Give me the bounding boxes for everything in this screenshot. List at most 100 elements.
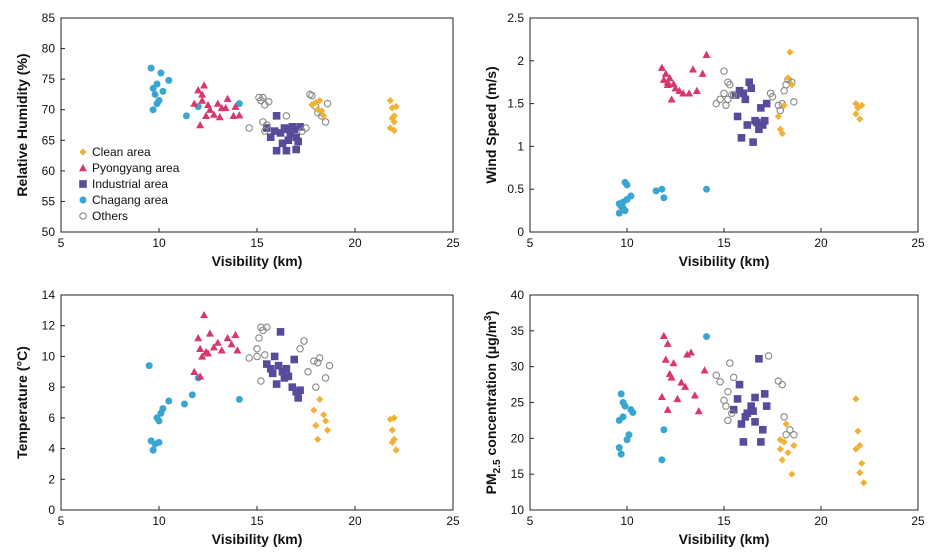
point-clean (392, 103, 400, 111)
point-others (315, 354, 324, 362)
legend-label-pyongyang: Pyongyang area (92, 161, 180, 175)
plot-frame (529, 294, 919, 511)
point-industrial (759, 121, 767, 129)
y-tick-label: 2.5 (507, 11, 524, 25)
plot-frame (529, 17, 919, 233)
legend-marker-pyongyang (79, 164, 87, 172)
point-others (720, 89, 728, 98)
point-clean (856, 469, 864, 477)
point-industrial (270, 127, 279, 135)
point-industrial (743, 409, 752, 418)
y-axis-label: Relative Humidity (%) (14, 53, 30, 196)
point-pyongyang (196, 121, 205, 129)
series-chagang (615, 333, 711, 464)
y-tick-label: 1 (517, 139, 524, 153)
point-industrial (286, 130, 295, 138)
point-others (728, 409, 736, 417)
point-pyongyang (657, 392, 666, 400)
point-pyongyang (688, 65, 697, 73)
point-pyongyang (194, 86, 203, 94)
point-chagang (159, 405, 167, 413)
point-chagang (660, 426, 668, 434)
point-pyongyang (229, 111, 238, 120)
point-pyongyang (204, 100, 212, 109)
point-industrial (294, 394, 302, 402)
point-industrial (296, 386, 304, 395)
point-chagang (615, 209, 623, 217)
point-others (323, 99, 332, 108)
plot-frame (60, 294, 454, 511)
y-tick-label: 80 (42, 42, 56, 56)
point-clean (852, 395, 860, 403)
y-tick-label: 25 (511, 396, 525, 410)
point-industrial (749, 138, 757, 146)
point-industrial (290, 355, 299, 364)
x-tick-label: 15 (717, 514, 731, 528)
series-industrial (731, 78, 771, 146)
point-industrial (292, 387, 300, 396)
point-others (724, 416, 732, 425)
point-clean (852, 100, 860, 108)
point-others (726, 81, 734, 89)
point-clean (322, 417, 330, 425)
point-pyongyang (687, 348, 696, 356)
y-tick-label: 70 (42, 103, 56, 117)
legend-label-chagang: Chagang area (92, 193, 168, 207)
point-clean (388, 114, 396, 122)
point-others (722, 101, 730, 110)
point-pyongyang (209, 110, 218, 118)
point-industrial (759, 425, 767, 434)
point-industrial (745, 78, 754, 86)
point-pyongyang (233, 346, 242, 354)
point-pyongyang (677, 378, 686, 386)
point-clean (778, 129, 786, 138)
x-tick-label: 5 (58, 236, 65, 250)
point-chagang (625, 431, 633, 439)
point-pyongyang (221, 103, 230, 112)
point-industrial (753, 118, 761, 127)
point-others (790, 98, 798, 106)
point-others (255, 93, 263, 102)
point-others (776, 106, 785, 115)
y-tick-label: 10 (511, 503, 525, 517)
point-industrial (733, 395, 742, 403)
point-pyongyang (227, 340, 236, 348)
point-industrial (741, 95, 750, 104)
point-industrial (749, 407, 757, 415)
point-industrial (282, 364, 291, 373)
point-others (261, 351, 269, 359)
point-others (259, 93, 267, 102)
point-chagang (235, 395, 243, 403)
point-pyongyang (198, 96, 207, 104)
series-clean (308, 96, 400, 135)
point-clean (388, 104, 396, 112)
point-others (729, 91, 738, 99)
y-axis-label: PM2.5 concentration (μg/m3) (483, 311, 503, 495)
point-chagang (658, 456, 666, 464)
point-clean (312, 421, 320, 430)
point-pyongyang (200, 81, 209, 89)
point-clean (320, 411, 328, 419)
series-pyongyang (190, 81, 244, 129)
point-chagang (180, 400, 188, 408)
point-industrial (278, 139, 287, 148)
point-others (724, 95, 732, 104)
x-tick-label: 25 (446, 236, 460, 250)
point-pyongyang (223, 334, 232, 342)
x-tick-label: 10 (620, 514, 634, 528)
point-industrial (735, 86, 744, 95)
x-tick-label: 15 (717, 236, 731, 250)
point-chagang (165, 397, 173, 405)
point-others (768, 93, 777, 101)
point-pyongyang (194, 334, 203, 342)
point-others (726, 359, 734, 367)
point-pyongyang (205, 329, 214, 337)
point-pyongyang (190, 99, 199, 107)
point-clean (780, 438, 788, 446)
point-pyongyang (673, 394, 682, 403)
point-chagang (703, 333, 711, 341)
point-chagang (149, 106, 157, 114)
point-industrial (270, 352, 279, 361)
y-tick-label: 75 (42, 72, 56, 86)
point-pyongyang (661, 355, 670, 363)
